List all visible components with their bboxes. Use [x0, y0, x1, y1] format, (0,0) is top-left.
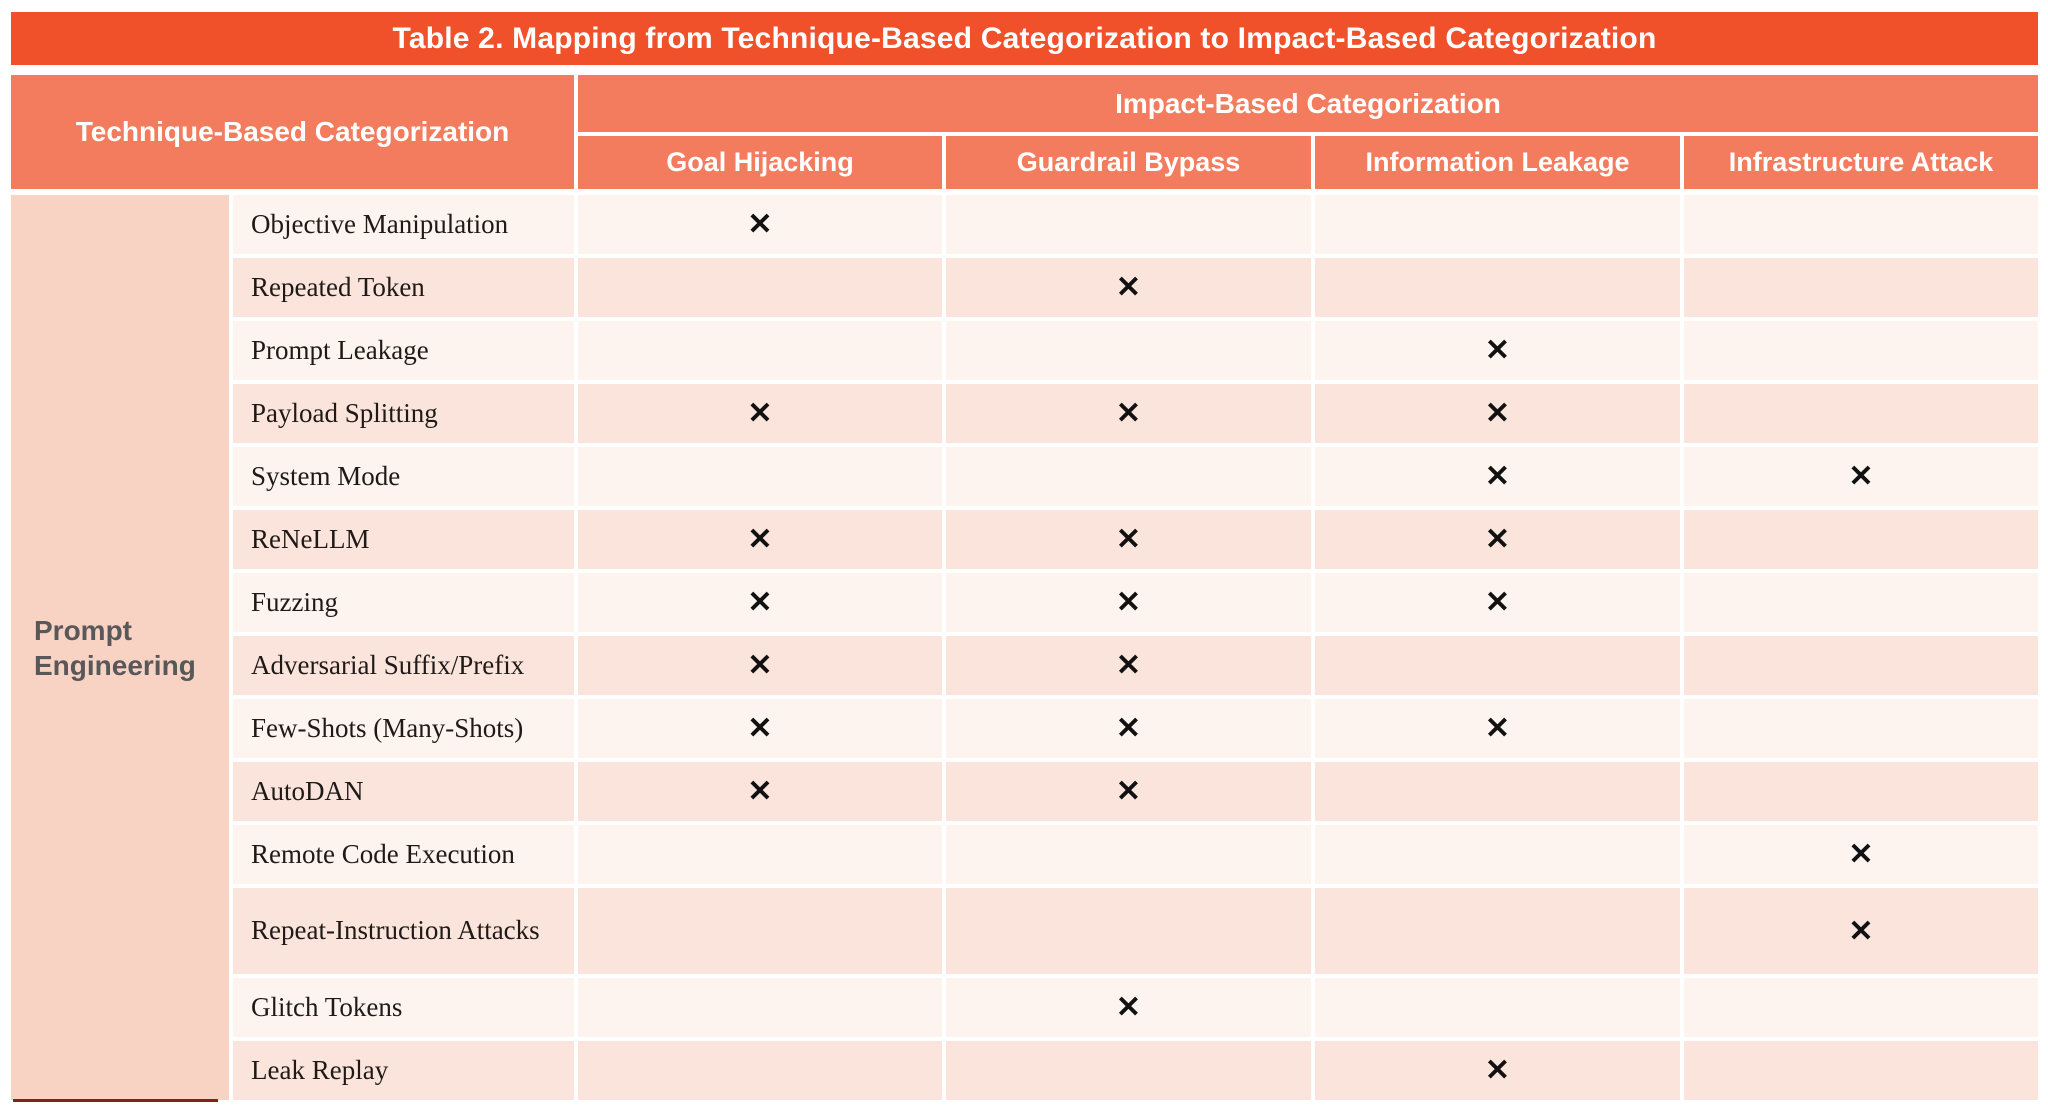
- mark-cell-information-leakage: [1315, 825, 1680, 884]
- column-header-guardrail-bypass: Guardrail Bypass: [946, 136, 1311, 189]
- mark-cell-information-leakage: [1315, 762, 1680, 821]
- table-row: Objective Manipulation ✕: [233, 195, 2038, 254]
- mark-cell-infrastructure-attack: ✕: [1684, 825, 2038, 884]
- mark-cell-information-leakage: ✕: [1315, 321, 1680, 380]
- page-bleed-line: [13, 1099, 218, 1102]
- table-row: Payload Splitting ✕ ✕ ✕: [233, 384, 2038, 443]
- mark-cell-infrastructure-attack: [1684, 1041, 2038, 1100]
- mark-cell-information-leakage: [1315, 636, 1680, 695]
- table-row: Prompt Leakage ✕: [233, 321, 2038, 380]
- mark-cell-infrastructure-attack: [1684, 762, 2038, 821]
- table-row: AutoDAN ✕ ✕: [233, 762, 2038, 821]
- mark-cell-goal-hijacking: ✕: [578, 636, 942, 695]
- impact-subheader-row: Goal Hijacking Guardrail Bypass Informat…: [578, 136, 2038, 189]
- technique-label: Objective Manipulation: [233, 195, 574, 254]
- mark-cell-infrastructure-attack: ✕: [1684, 447, 2038, 506]
- mark-cell-guardrail-bypass: [946, 888, 1311, 974]
- mark-cell-infrastructure-attack: [1684, 573, 2038, 632]
- technique-label: Leak Replay: [233, 1041, 574, 1100]
- mark-cell-goal-hijacking: [578, 825, 942, 884]
- mark-cell-goal-hijacking: [578, 321, 942, 380]
- technique-label: Payload Splitting: [233, 384, 574, 443]
- mark-cell-guardrail-bypass: [946, 1041, 1311, 1100]
- mark-cell-infrastructure-attack: [1684, 510, 2038, 569]
- table-title: Table 2. Mapping from Technique-Based Ca…: [11, 12, 2038, 65]
- mark-cell-guardrail-bypass: ✕: [946, 384, 1311, 443]
- mark-cell-information-leakage: ✕: [1315, 1041, 1680, 1100]
- mark-cell-information-leakage: ✕: [1315, 699, 1680, 758]
- mark-cell-infrastructure-attack: [1684, 384, 2038, 443]
- column-header-infrastructure-attack: Infrastructure Attack: [1684, 136, 2038, 189]
- mark-cell-infrastructure-attack: [1684, 195, 2038, 254]
- table-row: Few-Shots (Many-Shots) ✕ ✕ ✕: [233, 699, 2038, 758]
- technique-based-header-cell: Technique-Based Categorization: [11, 75, 574, 189]
- technique-label: Repeat-Instruction Attacks: [233, 888, 574, 974]
- table-header: Technique-Based Categorization Impact-Ba…: [11, 75, 2038, 189]
- mark-cell-goal-hijacking: [578, 978, 942, 1037]
- mark-cell-infrastructure-attack: [1684, 978, 2038, 1037]
- table-row: Repeated Token ✕: [233, 258, 2038, 317]
- mark-cell-goal-hijacking: [578, 258, 942, 317]
- mark-cell-goal-hijacking: ✕: [578, 573, 942, 632]
- column-header-goal-hijacking: Goal Hijacking: [578, 136, 942, 189]
- technique-rows: Objective Manipulation ✕ Repeated Token …: [233, 195, 2038, 1100]
- technique-label: System Mode: [233, 447, 574, 506]
- column-header-information-leakage: Information Leakage: [1315, 136, 1680, 189]
- mark-cell-infrastructure-attack: [1684, 699, 2038, 758]
- mark-cell-goal-hijacking: ✕: [578, 195, 942, 254]
- technique-label: Glitch Tokens: [233, 978, 574, 1037]
- impact-based-header-cell: Impact-Based Categorization: [578, 75, 2038, 132]
- row-group-prompt-engineering: Prompt Engineering: [11, 195, 229, 1100]
- technique-label: Remote Code Execution: [233, 825, 574, 884]
- mark-cell-guardrail-bypass: ✕: [946, 573, 1311, 632]
- table-row: System Mode ✕ ✕: [233, 447, 2038, 506]
- impact-header-region: Impact-Based Categorization Goal Hijacki…: [578, 75, 2038, 189]
- mark-cell-information-leakage: ✕: [1315, 384, 1680, 443]
- mark-cell-guardrail-bypass: [946, 447, 1311, 506]
- table-row: Adversarial Suffix/Prefix ✕ ✕: [233, 636, 2038, 695]
- mark-cell-goal-hijacking: ✕: [578, 699, 942, 758]
- table-row: Fuzzing ✕ ✕ ✕: [233, 573, 2038, 632]
- mark-cell-information-leakage: ✕: [1315, 447, 1680, 506]
- mark-cell-guardrail-bypass: ✕: [946, 258, 1311, 317]
- mark-cell-information-leakage: [1315, 258, 1680, 317]
- technique-label: ReNeLLM: [233, 510, 574, 569]
- mark-cell-infrastructure-attack: [1684, 258, 2038, 317]
- mark-cell-information-leakage: ✕: [1315, 573, 1680, 632]
- mark-cell-goal-hijacking: ✕: [578, 510, 942, 569]
- mark-cell-goal-hijacking: [578, 447, 942, 506]
- mark-cell-goal-hijacking: ✕: [578, 762, 942, 821]
- mark-cell-guardrail-bypass: ✕: [946, 699, 1311, 758]
- mark-cell-guardrail-bypass: ✕: [946, 978, 1311, 1037]
- mark-cell-goal-hijacking: [578, 1041, 942, 1100]
- mark-cell-goal-hijacking: [578, 888, 942, 974]
- table-body: Prompt Engineering Objective Manipulatio…: [11, 195, 2038, 1100]
- mark-cell-guardrail-bypass: ✕: [946, 636, 1311, 695]
- technique-label: Repeated Token: [233, 258, 574, 317]
- mark-cell-information-leakage: [1315, 978, 1680, 1037]
- mark-cell-information-leakage: ✕: [1315, 510, 1680, 569]
- mark-cell-information-leakage: [1315, 195, 1680, 254]
- table-row: ReNeLLM ✕ ✕ ✕: [233, 510, 2038, 569]
- technique-label: Few-Shots (Many-Shots): [233, 699, 574, 758]
- mark-cell-goal-hijacking: ✕: [578, 384, 942, 443]
- table-row: Leak Replay ✕: [233, 1041, 2038, 1100]
- mark-cell-guardrail-bypass: [946, 321, 1311, 380]
- technique-label: Adversarial Suffix/Prefix: [233, 636, 574, 695]
- mark-cell-guardrail-bypass: [946, 195, 1311, 254]
- mark-cell-infrastructure-attack: [1684, 321, 2038, 380]
- mark-cell-information-leakage: [1315, 888, 1680, 974]
- table-row: Glitch Tokens ✕: [233, 978, 2038, 1037]
- mapping-table: Table 2. Mapping from Technique-Based Ca…: [11, 12, 2038, 1100]
- mark-cell-guardrail-bypass: [946, 825, 1311, 884]
- table-row: Repeat-Instruction Attacks ✕: [233, 888, 2038, 974]
- technique-label: Prompt Leakage: [233, 321, 574, 380]
- technique-label: AutoDAN: [233, 762, 574, 821]
- technique-label: Fuzzing: [233, 573, 574, 632]
- mark-cell-infrastructure-attack: [1684, 636, 2038, 695]
- table-row: Remote Code Execution ✕: [233, 825, 2038, 884]
- mark-cell-guardrail-bypass: ✕: [946, 510, 1311, 569]
- mark-cell-guardrail-bypass: ✕: [946, 762, 1311, 821]
- mark-cell-infrastructure-attack: ✕: [1684, 888, 2038, 974]
